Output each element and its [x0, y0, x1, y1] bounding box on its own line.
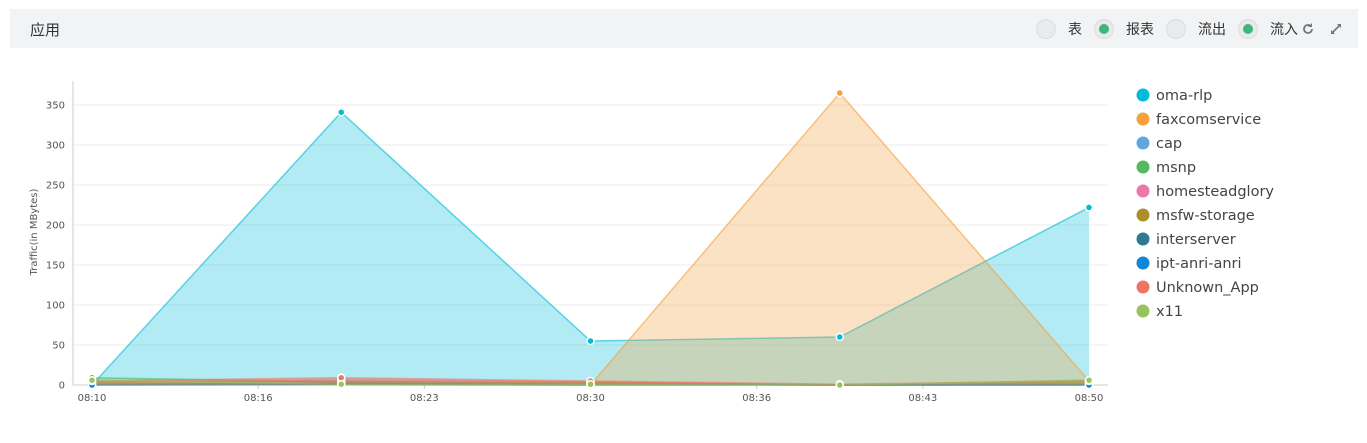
- expand-button[interactable]: [1328, 21, 1344, 37]
- series-area: [92, 112, 1089, 385]
- toggle[interactable]: 报表: [1094, 19, 1154, 39]
- legend-item[interactable]: cap: [1136, 136, 1183, 152]
- data-point: [586, 379, 595, 389]
- legend-label: msfw-storage: [1156, 208, 1255, 224]
- legend-label: oma-rlp: [1156, 88, 1212, 104]
- legend-swatch: [1136, 304, 1150, 318]
- legend-item[interactable]: interserver: [1136, 232, 1236, 248]
- legend-swatch: [1136, 112, 1150, 126]
- y-tick-label: 50: [52, 341, 65, 352]
- header-icons: [1300, 21, 1344, 37]
- y-tick-label: 150: [46, 261, 65, 272]
- toggle-label: 表: [1068, 22, 1082, 38]
- data-point: [337, 379, 346, 389]
- x-tick-label: 08:10: [78, 393, 107, 404]
- y-tick-label: 100: [46, 301, 65, 312]
- y-tick-label: 350: [46, 101, 65, 112]
- x-tick-label: 08:50: [1075, 393, 1104, 404]
- toggle-switch[interactable]: [1166, 19, 1186, 39]
- series-area: [92, 93, 1089, 385]
- data-point: [1084, 203, 1094, 212]
- legend-label: x11: [1156, 304, 1183, 320]
- data-point: [87, 375, 97, 385]
- legend-item[interactable]: ipt-anri-anri: [1136, 256, 1242, 272]
- toggle[interactable]: 流出: [1166, 19, 1226, 39]
- legend-swatch: [1136, 208, 1150, 222]
- legend-swatch: [1136, 136, 1150, 150]
- panel-header: 应用 表 报表 流出 流入: [10, 9, 1358, 48]
- x-tick-label: 08:23: [410, 393, 439, 404]
- x-tick-label: 08:36: [742, 393, 771, 404]
- legend-item[interactable]: msfw-storage: [1136, 208, 1255, 224]
- legend-swatch: [1136, 160, 1150, 174]
- toggle-label: 流入: [1270, 22, 1298, 38]
- legend-item[interactable]: oma-rlp: [1136, 88, 1213, 104]
- legend-swatch: [1136, 88, 1150, 102]
- legend-label: cap: [1156, 136, 1182, 152]
- data-point: [835, 88, 844, 98]
- legend-label: ipt-anri-anri: [1156, 256, 1242, 272]
- data-point: [1084, 375, 1094, 385]
- legend-swatch: [1136, 256, 1150, 270]
- toggle[interactable]: 流入: [1238, 19, 1298, 39]
- panel-title: 应用: [30, 21, 61, 39]
- toggle-label: 流出: [1198, 22, 1226, 38]
- y-tick-label: 0: [59, 381, 65, 392]
- legend-swatch: [1136, 232, 1150, 246]
- legend-label: msnp: [1156, 160, 1196, 176]
- chart: Traffic(in MBytes) 0 50 100 150 200 250 300 350…: [29, 81, 1275, 404]
- legend-label: faxcomservice: [1156, 112, 1261, 128]
- toggle-label: 报表: [1126, 22, 1154, 38]
- data-point: [835, 332, 844, 342]
- legend-swatch: [1136, 184, 1150, 198]
- legend-item[interactable]: faxcomservice: [1136, 112, 1262, 128]
- series-area: [92, 380, 1089, 385]
- y-tick-label: 250: [46, 181, 65, 192]
- legend-swatch: [1136, 280, 1150, 294]
- y-tick-label: 200: [46, 221, 65, 232]
- x-tick-label: 08:43: [908, 393, 937, 404]
- y-axis-label: Traffic(in MBytes): [29, 188, 40, 276]
- legend-label: homesteadglory: [1156, 184, 1274, 200]
- toggle-switch[interactable]: [1094, 19, 1114, 39]
- toggle-switch[interactable]: [1238, 19, 1258, 39]
- data-point: [586, 336, 595, 346]
- legend-item[interactable]: Unknown_App: [1136, 280, 1259, 296]
- refresh-button[interactable]: [1300, 21, 1316, 37]
- toggle-group: 表 报表 流出 流入: [1024, 17, 1298, 41]
- data-point: [337, 107, 346, 117]
- legend-label: Unknown_App: [1156, 280, 1259, 296]
- legend-item[interactable]: x11: [1136, 304, 1184, 320]
- toggle-switch[interactable]: [1036, 19, 1056, 39]
- toggle[interactable]: 表: [1036, 19, 1082, 39]
- x-tick-label: 08:16: [244, 393, 273, 404]
- y-tick-label: 300: [46, 141, 65, 152]
- legend-item[interactable]: homesteadglory: [1136, 184, 1275, 200]
- x-tick-label: 08:30: [576, 393, 605, 404]
- legend-item[interactable]: msnp: [1136, 160, 1197, 176]
- legend-label: interserver: [1156, 232, 1236, 248]
- data-point: [835, 380, 844, 390]
